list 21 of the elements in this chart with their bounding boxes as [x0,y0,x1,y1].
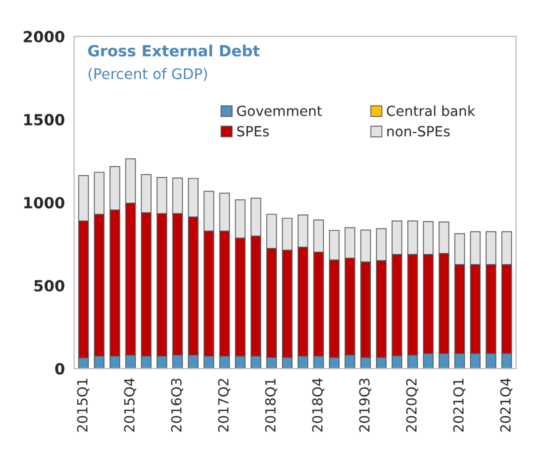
x-tick-label: 2018Q1 [265,378,278,432]
y-tick-label: 500 [34,280,64,292]
legend-label: SPEs [237,126,269,137]
legend-label: Govemment [237,106,322,116]
legend-label: Central bank [386,105,476,116]
x-tick-label: 2019Q3 [359,378,372,432]
x-tick-label: 2017Q2 [218,378,230,432]
x-tick-label: 2015Q1 [77,378,90,432]
x-tick-label: 2020Q2 [406,378,418,432]
y-tick-label: 1500 [24,114,64,126]
x-tick-label: 2021Q1 [453,378,466,432]
legend-label: non-SPEs [387,126,450,137]
x-tick-label: 2015Q4 [124,378,136,432]
y-tick-label: 1000 [24,196,64,208]
x-tick-label: 2018Q4 [312,378,324,432]
y-tick-label: 2000 [24,30,64,42]
x-tick-label: 2021Q4 [500,378,512,432]
y-tick-label: 0 [55,363,64,375]
text: (Percent of GDP) [88,68,208,81]
x-tick-label: 2016Q3 [171,378,184,432]
chart-title: Gross External Debt [88,44,260,57]
